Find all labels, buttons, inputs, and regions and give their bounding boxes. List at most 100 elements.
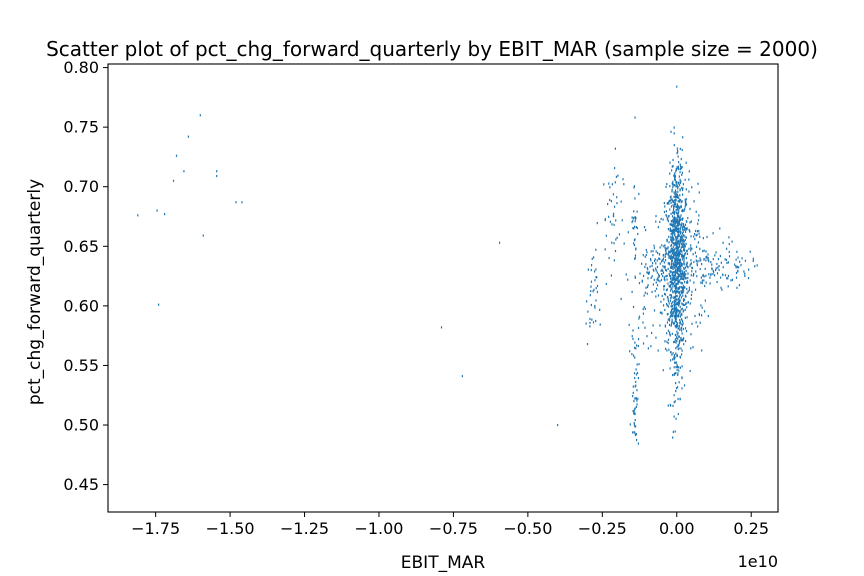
- data-point: [675, 324, 677, 328]
- data-point: [634, 116, 636, 119]
- data-point: [635, 405, 637, 409]
- data-point: [671, 190, 673, 193]
- data-point: [635, 247, 637, 250]
- data-point: [672, 404, 674, 407]
- data-point: [677, 234, 679, 237]
- data-point: [654, 258, 656, 261]
- data-point: [731, 240, 733, 243]
- data-point: [644, 255, 646, 258]
- data-point: [703, 257, 705, 261]
- data-point: [682, 136, 684, 139]
- data-point: [672, 264, 674, 267]
- data-point: [681, 250, 683, 253]
- data-point: [671, 169, 673, 172]
- data-point: [651, 262, 654, 265]
- data-point: [682, 235, 684, 238]
- x-tick-label: −1.75: [131, 519, 180, 538]
- data-point: [695, 245, 698, 248]
- data-point: [722, 266, 724, 269]
- data-point: [636, 389, 638, 392]
- data-point: [681, 291, 683, 294]
- data-point: [668, 317, 670, 321]
- data-point: [638, 315, 641, 318]
- data-point: [633, 227, 635, 230]
- data-point: [673, 191, 675, 194]
- data-point: [680, 336, 682, 340]
- data-point: [659, 324, 661, 327]
- data-point: [722, 241, 724, 244]
- data-point: [652, 324, 654, 327]
- data-point: [615, 238, 617, 241]
- data-point: [680, 201, 682, 204]
- data-point: [674, 192, 676, 195]
- data-point: [738, 284, 741, 287]
- data-point: [676, 271, 678, 274]
- data-point: [712, 272, 714, 276]
- data-point: [680, 248, 682, 251]
- data-point: [703, 249, 705, 252]
- data-point: [594, 304, 596, 308]
- data-point: [663, 277, 665, 281]
- data-point: [678, 217, 681, 220]
- data-point: [663, 288, 665, 291]
- data-point: [725, 258, 728, 261]
- data-point: [662, 275, 664, 278]
- data-point: [683, 209, 685, 212]
- data-point: [655, 269, 657, 272]
- data-point: [688, 228, 690, 232]
- data-point: [678, 266, 680, 269]
- data-point: [634, 341, 636, 344]
- data-point: [678, 245, 681, 248]
- data-point: [671, 260, 673, 263]
- data-point: [660, 278, 663, 282]
- data-point: [678, 184, 681, 187]
- data-point: [653, 269, 655, 272]
- data-point: [646, 251, 648, 254]
- data-point: [676, 345, 678, 348]
- data-point: [636, 363, 638, 366]
- data-point: [693, 260, 695, 264]
- data-point: [686, 316, 688, 319]
- data-point: [678, 230, 680, 233]
- data-point: [671, 188, 673, 191]
- data-point: [664, 324, 667, 327]
- data-point: [671, 305, 673, 308]
- data-point: [704, 284, 706, 288]
- data-point: [687, 276, 689, 280]
- data-point: [674, 196, 676, 199]
- data-point: [678, 260, 680, 263]
- data-point: [682, 243, 685, 246]
- data-point: [744, 259, 747, 262]
- data-point: [675, 246, 677, 249]
- data-point: [677, 246, 680, 249]
- data-point: [677, 224, 679, 227]
- data-point: [686, 249, 688, 252]
- data-point: [676, 236, 678, 239]
- data-point: [678, 335, 680, 338]
- data-point: [665, 275, 667, 278]
- data-point: [646, 335, 648, 338]
- data-point: [681, 365, 683, 368]
- data-point: [680, 240, 682, 243]
- data-point: [633, 244, 636, 247]
- data-point: [673, 213, 675, 216]
- data-point: [670, 235, 672, 239]
- data-point: [728, 255, 731, 258]
- data-point: [676, 364, 678, 367]
- data-point: [676, 85, 678, 88]
- data-point: [683, 267, 685, 271]
- x-tick-label: −0.25: [578, 519, 627, 538]
- data-point: [678, 263, 680, 266]
- data-point: [677, 239, 679, 242]
- data-point: [685, 198, 687, 201]
- data-point: [681, 165, 683, 169]
- data-point: [659, 262, 661, 265]
- data-point: [671, 281, 673, 284]
- data-point: [678, 296, 680, 299]
- data-point: [631, 353, 633, 356]
- data-point: [674, 340, 676, 343]
- data-point: [676, 219, 679, 222]
- data-point: [664, 247, 666, 250]
- data-point: [634, 256, 636, 259]
- data-point: [675, 316, 677, 319]
